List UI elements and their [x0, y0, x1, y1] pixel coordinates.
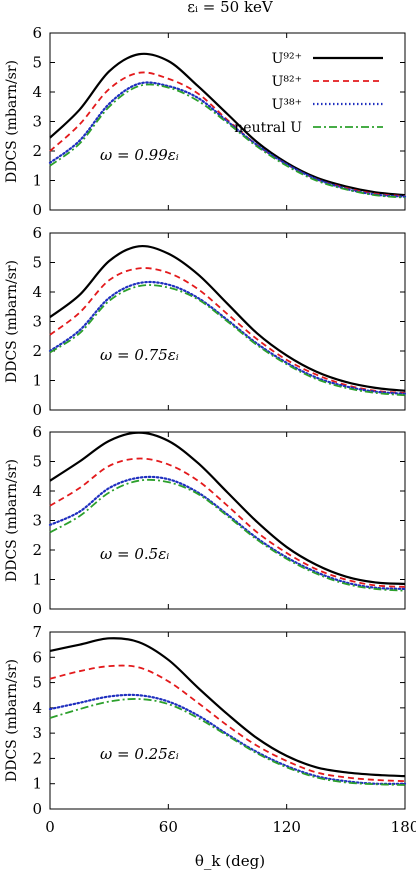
y-tick-label: 2	[32, 541, 42, 559]
series-line-U-panel-4	[49, 664, 406, 783]
y-axis-label: DDCS (mbarn/sr)	[4, 459, 20, 582]
x-tick-label: 0	[45, 818, 55, 836]
y-tick-label: 6	[32, 648, 42, 666]
y-axis-label: DDCS (mbarn/sr)	[4, 260, 20, 383]
y-axis-label: DDCS (mbarn/sr)	[4, 60, 20, 183]
y-tick-label: 0	[32, 401, 42, 419]
series-line-U-panel-4	[49, 637, 406, 778]
y-tick-label: 0	[32, 800, 42, 818]
y-tick-label: 4	[32, 283, 42, 301]
y-tick-label: 1	[32, 372, 42, 390]
series-line-U-panel-4	[48, 693, 407, 785]
series-line-U-panel-2	[48, 280, 407, 395]
series-line-U-panel-2	[49, 267, 406, 394]
series-line-U-panel-3	[49, 431, 406, 586]
legend-label: U³⁸⁺	[272, 97, 302, 113]
y-tick-label: 3	[32, 313, 42, 331]
panel-omega-label: ω = 0.25εᵢ	[100, 745, 179, 763]
panel-omega-label: ω = 0.5εᵢ	[100, 545, 169, 563]
y-tick-label: 6	[32, 423, 42, 441]
y-tick-label: 1	[32, 571, 42, 589]
y-tick-label: 5	[32, 54, 42, 72]
series-line-neutralU-panel-2	[49, 284, 406, 397]
y-tick-label: 3	[32, 113, 42, 131]
y-tick-label: 0	[32, 201, 42, 219]
y-tick-label: 4	[32, 482, 42, 500]
series-line-neutralU-panel-3	[49, 478, 406, 592]
legend-label: U⁹²⁺	[272, 51, 302, 67]
series-line-U-panel-1	[49, 52, 406, 197]
series-line-U-panel-1	[48, 81, 407, 198]
y-tick-label: 6	[32, 24, 42, 42]
panel-omega-label: ω = 0.75εᵢ	[100, 346, 179, 364]
y-tick-label: 5	[32, 254, 42, 272]
series-line-U-panel-1	[49, 71, 406, 198]
y-tick-label: 1	[32, 172, 42, 190]
y-tick-label: 7	[32, 623, 42, 641]
series-line-neutralU-panel-4	[49, 698, 406, 786]
y-tick-label: 3	[32, 512, 42, 530]
y-tick-label: 4	[32, 83, 42, 101]
legend-label: neutral U	[234, 120, 302, 136]
y-tick-label: 1	[32, 775, 42, 793]
panel-omega-label: ω = 0.99εᵢ	[100, 146, 179, 164]
y-tick-label: 0	[32, 600, 42, 618]
y-tick-label: 4	[32, 699, 42, 717]
plot-frame	[49, 631, 406, 810]
series-line-U-panel-3	[49, 457, 406, 588]
legend: U⁹²⁺ U⁸²⁺ U³⁸⁺ neutral U	[234, 51, 383, 136]
x-tick-label: 120	[272, 818, 301, 836]
y-tick-label: 2	[32, 749, 42, 767]
y-axis-label: DDCS (mbarn/sr)	[4, 659, 20, 782]
series-line-neutralU-panel-1	[49, 83, 406, 199]
y-tick-label: 3	[32, 724, 42, 742]
legend-label: U⁸²⁺	[272, 74, 302, 90]
y-tick-label: 2	[32, 342, 42, 360]
chart-panel-2: 0 1 2 3 4 5 6 DDCS (mbarn/sr) ω = 0.75εᵢ	[4, 224, 407, 419]
figure-title: εᵢ = 50 keV	[187, 0, 274, 16]
y-tick-label: 5	[32, 453, 42, 471]
x-axis-label: θ_k (deg)	[195, 852, 265, 870]
y-tick-label: 6	[32, 224, 42, 242]
y-tick-label: 5	[32, 674, 42, 692]
plot-frame	[49, 431, 406, 610]
x-tick-label: 180	[391, 818, 416, 836]
chart-panel-4: 0 1 2 3 4 5 6 7 DDCS (mbarn/sr) ω = 0.25εᵢ	[4, 623, 407, 818]
y-tick-label: 2	[32, 142, 42, 160]
chart-panel-3: 0 1 2 3 4 5 6 DDCS (mbarn/sr) ω = 0.5εᵢ	[4, 423, 407, 618]
series-line-U-panel-3	[48, 475, 407, 591]
series-line-U-panel-2	[49, 244, 406, 392]
x-tick-label: 60	[159, 818, 178, 836]
chart-panel-1: 0 1 2 3 4 5 6 DDCS (mbarn/sr) ω = 0.99εᵢ	[4, 24, 407, 219]
